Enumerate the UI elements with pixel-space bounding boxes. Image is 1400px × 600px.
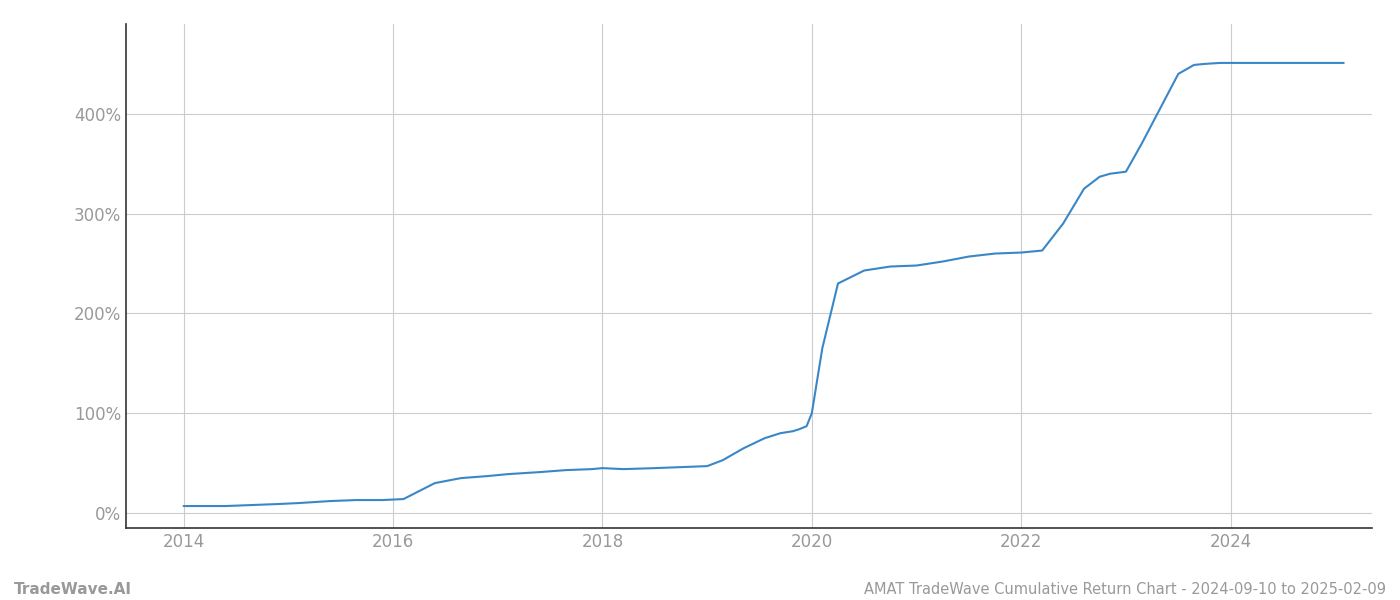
Text: TradeWave.AI: TradeWave.AI	[14, 582, 132, 597]
Text: AMAT TradeWave Cumulative Return Chart - 2024-09-10 to 2025-02-09: AMAT TradeWave Cumulative Return Chart -…	[864, 582, 1386, 597]
